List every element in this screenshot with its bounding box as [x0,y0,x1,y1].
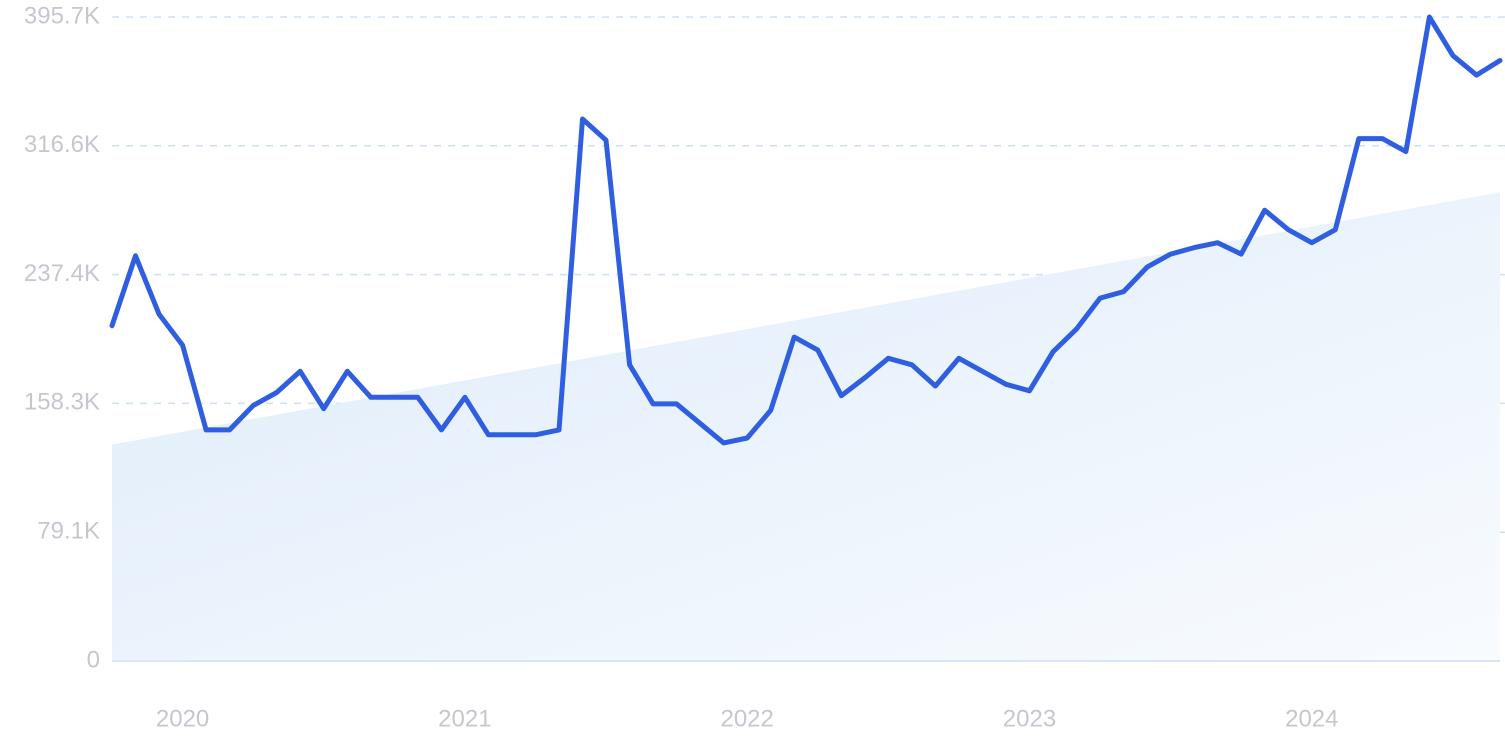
data-point [415,395,420,400]
data-point [1498,58,1503,63]
data-point [933,383,938,388]
data-point [556,427,561,432]
data-point [580,117,585,122]
data-point [1192,245,1197,250]
data-point [180,343,185,348]
data-point [110,323,115,328]
data-point [392,395,397,400]
data-point [1403,149,1408,154]
data-point [1356,136,1361,141]
data-point [651,401,656,406]
data-point [745,436,750,441]
y-tick-label: 395.7K [24,2,100,29]
data-point [1239,252,1244,257]
series-line [109,14,1503,446]
data-point [274,390,279,395]
y-tick-label: 79.1K [37,518,100,545]
data-point [298,369,303,374]
data-point [768,408,773,413]
x-tick-label: 2022 [720,705,773,732]
data-point [204,427,209,432]
data-point [1286,227,1291,232]
data-point [1427,15,1432,20]
data-series [109,14,1503,446]
x-tick-label: 2024 [1285,705,1338,732]
data-point [321,406,326,411]
y-tick-label: 0 [87,646,100,673]
y-tick-label: 316.6K [24,131,100,158]
data-point [439,427,444,432]
trend-area [112,192,1500,662]
data-point [157,312,162,317]
data-point [698,421,703,426]
data-point [368,395,373,400]
y-axis-ticks: 0 79.1K 158.3K 237.4K 316.6K 395.7K [24,2,100,673]
data-point [792,335,797,340]
data-point [251,403,256,408]
data-point [1074,326,1079,331]
data-point [1098,296,1103,301]
trend-area-shape [112,192,1500,661]
data-point [509,432,514,437]
data-point [1309,240,1314,245]
data-point [1145,265,1150,270]
data-point [721,440,726,445]
data-point [1450,53,1455,58]
data-point [674,401,679,406]
data-point [909,362,914,367]
data-point [1333,227,1338,232]
y-tick-label: 237.4K [24,260,100,287]
data-point [462,395,467,400]
data-point [1051,349,1056,354]
data-point [886,356,891,361]
data-point [345,369,350,374]
data-point [1380,136,1385,141]
x-tick-label: 2023 [1003,705,1056,732]
data-point [980,369,985,374]
data-point [227,427,232,432]
data-point [1168,252,1173,257]
data-point [862,375,867,380]
data-point [1121,289,1126,294]
data-point [1474,73,1479,78]
data-point [533,432,538,437]
data-point [1003,382,1008,387]
x-tick-label: 2021 [438,705,491,732]
x-tick-label: 2020 [156,705,209,732]
data-point [133,253,138,258]
data-point [815,348,820,353]
data-point [1262,208,1267,213]
data-point [1215,240,1220,245]
data-point [839,393,844,398]
data-point [627,362,632,367]
y-tick-label: 158.3K [24,389,100,416]
data-point [604,138,609,143]
data-point [1027,388,1032,393]
x-axis-ticks: 2020 2021 2022 2023 2024 [156,705,1339,732]
data-point [486,432,491,437]
data-point [956,356,961,361]
